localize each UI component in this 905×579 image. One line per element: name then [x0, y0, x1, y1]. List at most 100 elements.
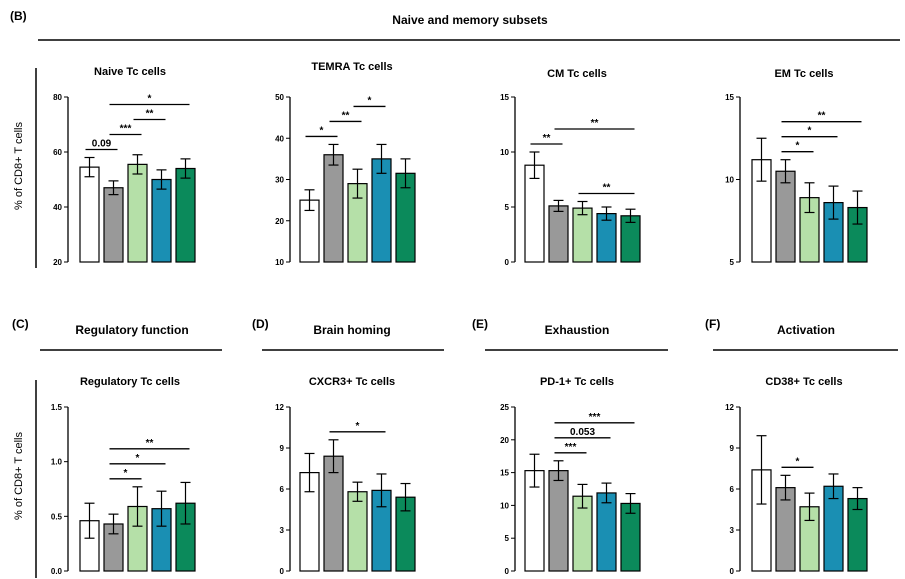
y-tick-label: 5: [505, 534, 510, 543]
panel-label-e: (E): [472, 317, 488, 331]
y-tick-label: 40: [275, 134, 284, 143]
y-tick-label: 5: [505, 203, 510, 212]
significance-label: *: [124, 468, 128, 479]
significance-label: ***: [565, 442, 577, 453]
panel-title-naive-memory: Naive and memory subsets: [392, 13, 548, 27]
chart-cd38-tc: CD38+ Tc cells 0 3 6 9 12 *: [725, 376, 868, 576]
significance-label: *: [148, 94, 152, 105]
chart-title: CXCR3+ Tc cells: [309, 376, 395, 388]
bar: [323, 154, 344, 263]
significance-label: *: [320, 125, 324, 136]
bar: [79, 166, 100, 263]
y-tick-label: 6: [730, 485, 735, 494]
chart-title: CM Tc cells: [547, 68, 607, 80]
significance-label: *: [796, 141, 800, 152]
y-tick-label: 10: [725, 176, 734, 185]
y-tick-label: 9: [730, 444, 735, 453]
y-tick-label: 6: [280, 485, 285, 494]
bar: [596, 492, 617, 572]
significance-label: ***: [589, 412, 601, 423]
y-axis-label-top: % of CD8+ T cells: [13, 122, 25, 210]
significance-label: **: [591, 118, 599, 129]
significance-label: *: [368, 95, 372, 106]
bar: [175, 167, 196, 263]
y-tick-label: 12: [275, 403, 284, 412]
significance-label: 0.053: [570, 427, 595, 438]
y-tick-label: 10: [500, 148, 509, 157]
y-tick-label: 3: [730, 526, 735, 535]
chart-cm-tc: CM Tc cells 0 5 10 15 ** ** **: [500, 68, 641, 267]
chart-title: Regulatory Tc cells: [80, 376, 180, 388]
chart-title: EM Tc cells: [774, 68, 833, 80]
y-tick-label: 1.0: [51, 458, 63, 467]
y-tick-label: 5: [730, 258, 735, 267]
y-tick-label: 0: [505, 258, 510, 267]
significance-label: **: [543, 133, 551, 144]
significance-label: **: [146, 438, 154, 449]
bar: [548, 205, 569, 263]
significance-label: *: [136, 453, 140, 464]
y-tick-label: 0: [730, 567, 735, 576]
chart-pd1-tc: PD-1+ Tc cells 0 5 10 15 20 25 *** 0.053 ***: [500, 376, 641, 576]
chart-title: TEMRA Tc cells: [311, 61, 392, 73]
bar: [371, 158, 392, 263]
significance-label: ***: [120, 124, 132, 135]
bar: [548, 470, 569, 572]
y-tick-label: 0: [280, 567, 285, 576]
y-tick-label: 15: [500, 469, 509, 478]
y-tick-label: 10: [275, 258, 284, 267]
y-tick-label: 3: [280, 526, 285, 535]
chart-title: CD38+ Tc cells: [765, 376, 842, 388]
y-tick-label: 40: [53, 203, 62, 212]
panel-title-regulatory: Regulatory function: [75, 323, 188, 337]
y-axis-label-bottom: % of CD8+ T cells: [13, 432, 25, 520]
y-tick-label: 30: [275, 176, 284, 185]
y-tick-label: 60: [53, 148, 62, 157]
significance-label: **: [603, 183, 611, 194]
y-tick-label: 20: [275, 217, 284, 226]
bar: [775, 170, 796, 263]
bar: [524, 164, 545, 263]
panel-title-exhaustion: Exhaustion: [545, 323, 610, 337]
significance-label: *: [356, 421, 360, 432]
bar: [151, 178, 172, 263]
chart-title: Naive Tc cells: [94, 66, 166, 78]
y-tick-label: 15: [500, 93, 509, 102]
y-tick-label: 0.5: [51, 512, 63, 521]
panel-title-activation: Activation: [777, 323, 835, 337]
bar: [572, 207, 593, 263]
y-tick-label: 20: [53, 258, 62, 267]
y-tick-label: 1.5: [51, 403, 63, 412]
panel-label-d: (D): [252, 317, 269, 331]
significance-label: **: [818, 111, 826, 122]
y-tick-label: 20: [500, 436, 509, 445]
y-tick-label: 10: [500, 501, 509, 510]
panel-title-brain-homing: Brain homing: [313, 323, 390, 337]
chart-title: PD-1+ Tc cells: [540, 376, 614, 388]
bar: [103, 187, 124, 263]
significance-label: *: [796, 456, 800, 467]
y-tick-label: 9: [280, 444, 285, 453]
chart-cxcr3-tc: CXCR3+ Tc cells 0 3 6 9 12 *: [275, 376, 416, 576]
y-tick-label: 25: [500, 403, 509, 412]
panel-label-b: (B): [10, 9, 27, 23]
bar: [323, 455, 344, 572]
bar: [347, 491, 368, 572]
significance-label: **: [146, 109, 154, 120]
y-tick-label: 80: [53, 93, 62, 102]
significance-label: 0.09: [92, 139, 112, 150]
significance-label: **: [342, 110, 350, 121]
y-tick-label: 12: [725, 403, 734, 412]
y-tick-label: 0.0: [51, 567, 63, 576]
y-tick-label: 50: [275, 93, 284, 102]
bar: [127, 163, 148, 263]
y-tick-label: 15: [725, 93, 734, 102]
panel-label-f: (F): [705, 317, 720, 331]
y-tick-label: 0: [505, 567, 510, 576]
bar: [596, 213, 617, 263]
